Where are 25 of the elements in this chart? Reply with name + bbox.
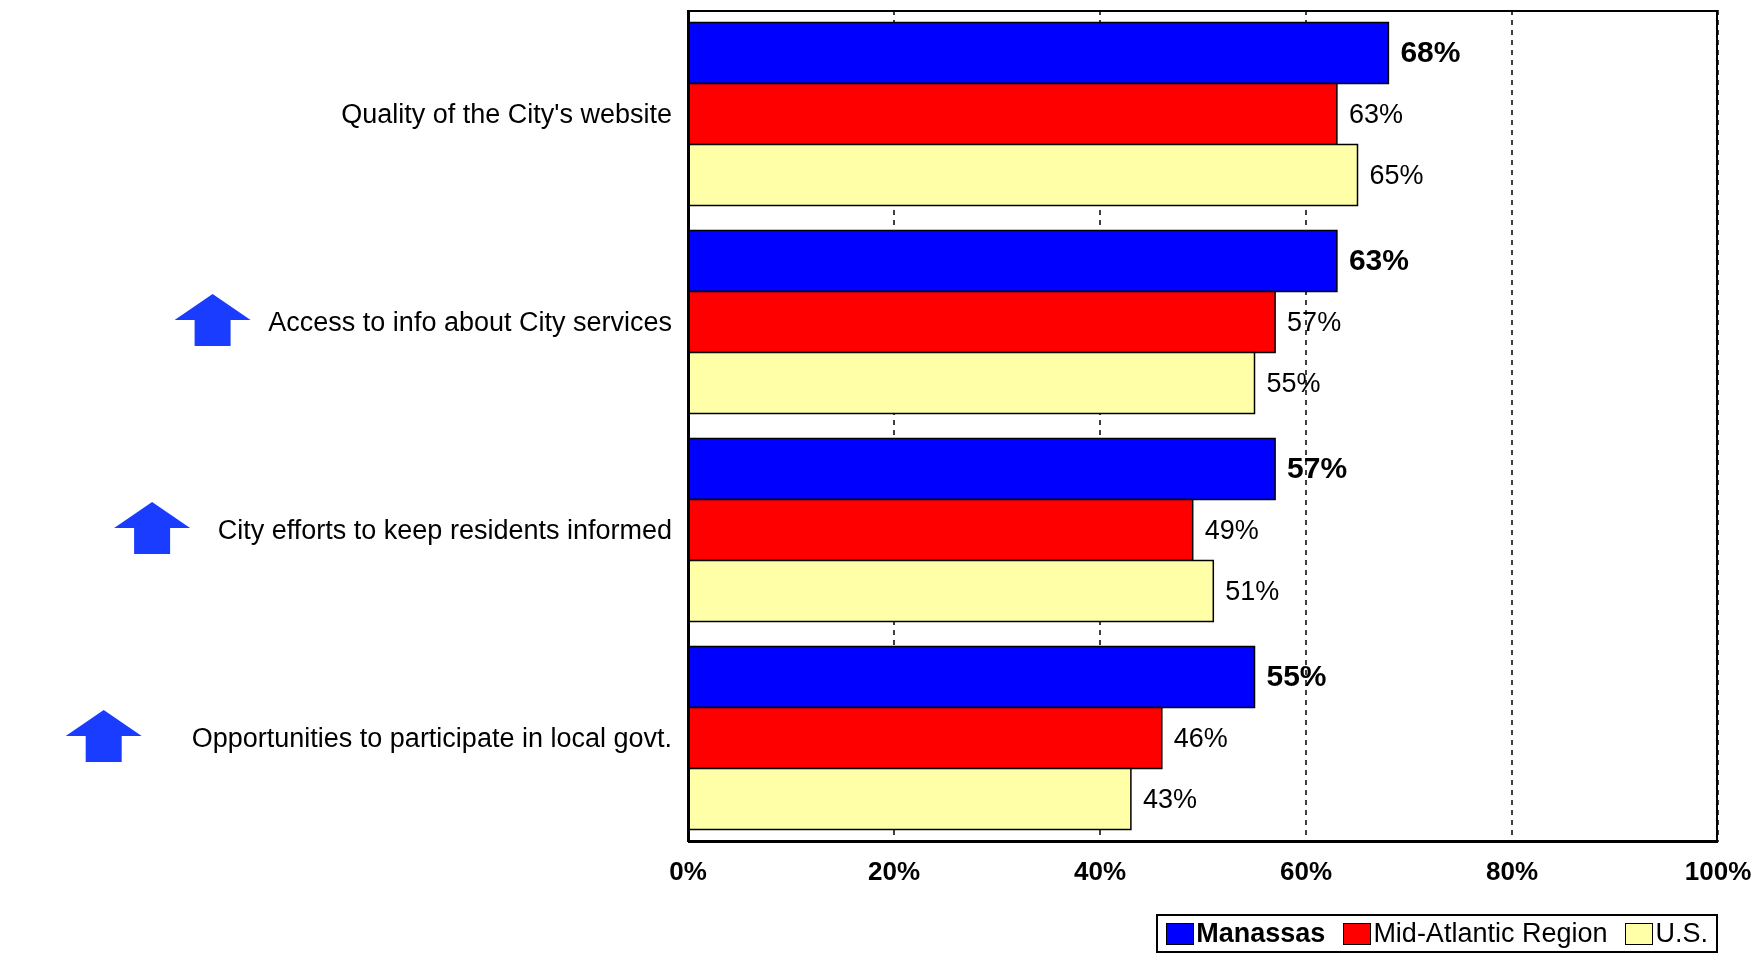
- y-tick-label: Opportunities to participate in local govt.: [191, 723, 672, 753]
- data-label: 55%: [1266, 658, 1327, 692]
- x-tick-label: 100%: [1684, 856, 1752, 887]
- x-tick-label: 80%: [1485, 856, 1539, 887]
- y-tick-label: Quality of the City's website: [341, 99, 672, 129]
- x-tick-label: 60%: [1279, 856, 1333, 887]
- x-tick-label: 20%: [867, 856, 921, 887]
- data-label: 49%: [1204, 514, 1259, 545]
- x-tick-label: 0%: [669, 856, 707, 887]
- data-label: 46%: [1173, 722, 1228, 753]
- legend-label: Mid-Atlantic Region: [1372, 918, 1608, 949]
- data-label: 43%: [1142, 783, 1197, 814]
- y-tick-label: Access to info about City services: [268, 307, 672, 337]
- data-label: 57%: [1287, 306, 1342, 337]
- data-label: 68%: [1400, 34, 1461, 68]
- legend-label: U.S.: [1654, 918, 1708, 949]
- x-tick-label: 40%: [1073, 856, 1127, 887]
- data-label: 57%: [1287, 450, 1348, 484]
- y-tick-label: City efforts to keep residents informed: [217, 515, 672, 545]
- data-label: 63%: [1348, 242, 1409, 276]
- legend-label: Manassas: [1195, 918, 1326, 949]
- data-label: 51%: [1225, 575, 1280, 606]
- data-label: 65%: [1369, 159, 1424, 190]
- data-label: 55%: [1266, 367, 1321, 398]
- data-label: 63%: [1348, 98, 1403, 129]
